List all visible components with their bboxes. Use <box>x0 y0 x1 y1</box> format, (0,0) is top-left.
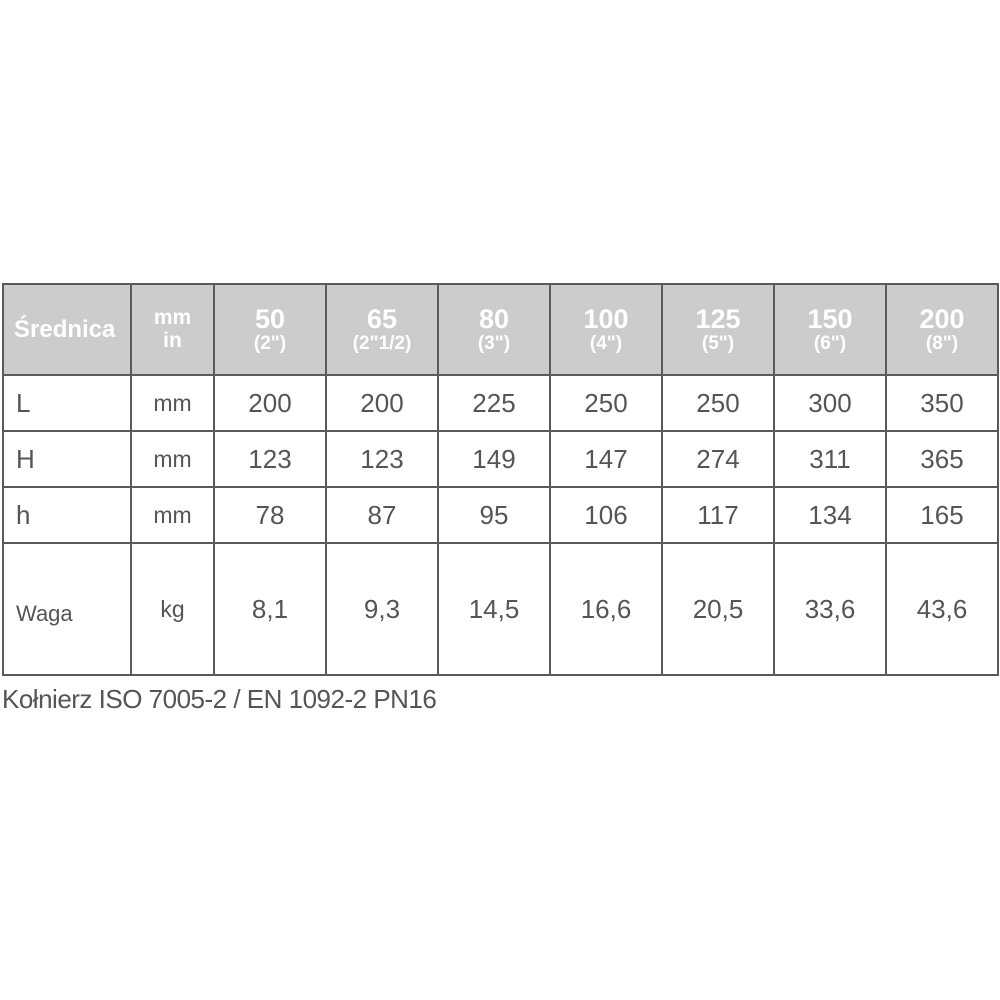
header-size: 125 (5") <box>661 283 775 376</box>
size-in: (2") <box>253 332 287 354</box>
table-cell: 8,1 <box>213 542 327 676</box>
table-cell: 149 <box>437 430 551 488</box>
header-size: 80 (3") <box>437 283 551 376</box>
table-cell: 16,6 <box>549 542 663 676</box>
table-cell: 250 <box>661 374 775 432</box>
table-cell: 43,6 <box>885 542 999 676</box>
table-cell: 106 <box>549 486 663 544</box>
table-cell: 78 <box>213 486 327 544</box>
size-mm: 50 <box>254 304 286 335</box>
row-unit: mm <box>130 374 215 432</box>
table-cell: 9,3 <box>325 542 439 676</box>
size-in: (2"1/2) <box>352 332 412 354</box>
table-cell: 14,5 <box>437 542 551 676</box>
table-cell: 200 <box>213 374 327 432</box>
row-unit: kg <box>130 542 215 676</box>
size-mm: 200 <box>919 304 965 335</box>
size-in: (4") <box>589 332 623 354</box>
header-label: Średnica <box>2 283 132 376</box>
table-cell: 165 <box>885 486 999 544</box>
table-cell: 250 <box>549 374 663 432</box>
unit-mm: mm <box>153 306 192 330</box>
row-label: h <box>2 486 132 544</box>
header-size: 200 (8") <box>885 283 999 376</box>
unit-in: in <box>163 328 182 352</box>
table-cell: 95 <box>437 486 551 544</box>
caption: Kołnierz ISO 7005-2 / EN 1092-2 PN16 <box>2 684 437 714</box>
table-cell: 123 <box>213 430 327 488</box>
size-mm: 150 <box>807 304 853 335</box>
header-size: 50 (2") <box>213 283 327 376</box>
header-unit: mm in <box>130 283 215 376</box>
table-cell: 350 <box>885 374 999 432</box>
row-label: L <box>2 374 132 432</box>
table-cell: 117 <box>661 486 775 544</box>
size-mm: 100 <box>583 304 629 335</box>
row-unit: mm <box>130 430 215 488</box>
size-in: (8") <box>925 332 959 354</box>
table-row: h mm 78 87 95 106 117 134 165 <box>2 486 999 544</box>
table-cell: 200 <box>325 374 439 432</box>
row-unit: mm <box>130 486 215 544</box>
header-row: Średnica mm in 50 (2") 65 (2"1/2) 80 (3") 100 (4… <box>2 283 999 376</box>
size-mm: 80 <box>478 304 510 335</box>
header-size: 65 (2"1/2) <box>325 283 439 376</box>
table-cell: 300 <box>773 374 887 432</box>
size-mm: 125 <box>695 304 741 335</box>
table-cell: 147 <box>549 430 663 488</box>
header-size: 150 (6") <box>773 283 887 376</box>
size-in: (3") <box>477 332 511 354</box>
table-cell: 134 <box>773 486 887 544</box>
table-cell: 123 <box>325 430 439 488</box>
table-cell: 87 <box>325 486 439 544</box>
header-size: 100 (4") <box>549 283 663 376</box>
table-cell: 20,5 <box>661 542 775 676</box>
dimensions-table: Średnica mm in 50 (2") 65 (2"1/2) 80 (3") 100 (4… <box>2 283 999 676</box>
size-mm: 65 <box>366 304 398 335</box>
size-in: (5") <box>701 332 735 354</box>
table-row: Waga kg 8,1 9,3 14,5 16,6 20,5 33,6 43,6 <box>2 542 999 676</box>
table-cell: 33,6 <box>773 542 887 676</box>
table-cell: 311 <box>773 430 887 488</box>
table-cell: 225 <box>437 374 551 432</box>
table-cell: 365 <box>885 430 999 488</box>
row-label: H <box>2 430 132 488</box>
size-in: (6") <box>813 332 847 354</box>
table-cell: 274 <box>661 430 775 488</box>
row-label: Waga <box>2 542 132 676</box>
